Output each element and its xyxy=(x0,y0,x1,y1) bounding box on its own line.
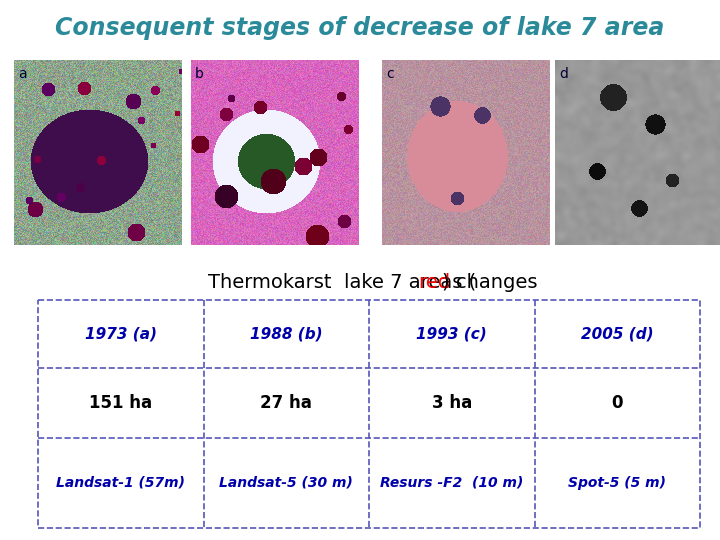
Text: Landsat-1 (57m): Landsat-1 (57m) xyxy=(56,476,185,490)
Text: Consequent stages of decrease of lake 7 area: Consequent stages of decrease of lake 7 … xyxy=(55,16,665,40)
Text: b: b xyxy=(195,67,204,81)
Text: ) changes: ) changes xyxy=(442,273,537,292)
Text: Thermokarst  lake 7 areas (: Thermokarst lake 7 areas ( xyxy=(208,273,476,292)
Text: Spot-5 (5 m): Spot-5 (5 m) xyxy=(568,476,666,490)
Text: 1973 (a): 1973 (a) xyxy=(85,327,157,341)
Text: Resurs -F2  (10 m): Resurs -F2 (10 m) xyxy=(380,476,523,490)
Text: 3 ha: 3 ha xyxy=(431,394,472,412)
Text: Landsat-5 (30 m): Landsat-5 (30 m) xyxy=(220,476,354,490)
Text: 2005 (d): 2005 (d) xyxy=(581,327,654,341)
Text: red: red xyxy=(418,273,451,292)
Text: c: c xyxy=(386,67,394,81)
Bar xyxy=(38,300,700,528)
Text: 0: 0 xyxy=(611,394,623,412)
Text: 1993 (c): 1993 (c) xyxy=(416,327,487,341)
Text: 1988 (b): 1988 (b) xyxy=(250,327,323,341)
Text: 151 ha: 151 ha xyxy=(89,394,153,412)
Text: 27 ha: 27 ha xyxy=(261,394,312,412)
Text: a: a xyxy=(18,67,27,81)
Text: d: d xyxy=(559,67,568,81)
